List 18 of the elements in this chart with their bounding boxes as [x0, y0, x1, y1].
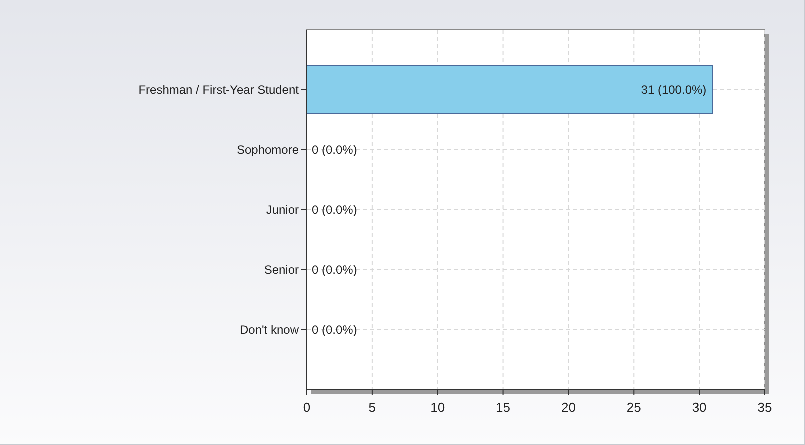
x-tick-label: 5: [368, 400, 376, 415]
data-label: 0 (0.0%): [312, 143, 358, 157]
x-tick-label: 15: [496, 400, 511, 415]
data-label: 0 (0.0%): [312, 263, 358, 277]
y-tick-label: Freshman / First-Year Student: [138, 83, 300, 97]
x-tick-label: 10: [430, 400, 446, 415]
data-label: 0 (0.0%): [312, 323, 358, 337]
y-tick-label: Senior: [264, 263, 300, 277]
x-tick-label: 20: [561, 400, 576, 415]
y-tick-label: Don't know: [240, 323, 300, 337]
y-tick-label: Junior: [266, 203, 299, 217]
x-tick-label: 0: [303, 400, 311, 415]
data-label: 0 (0.0%): [312, 203, 358, 217]
x-tick-label: 30: [692, 400, 707, 415]
y-tick-label: Sophomore: [236, 143, 300, 157]
x-tick-label: 35: [758, 400, 772, 415]
data-label: 31 (100.0%): [641, 83, 707, 97]
x-tick-label: 25: [626, 400, 642, 415]
